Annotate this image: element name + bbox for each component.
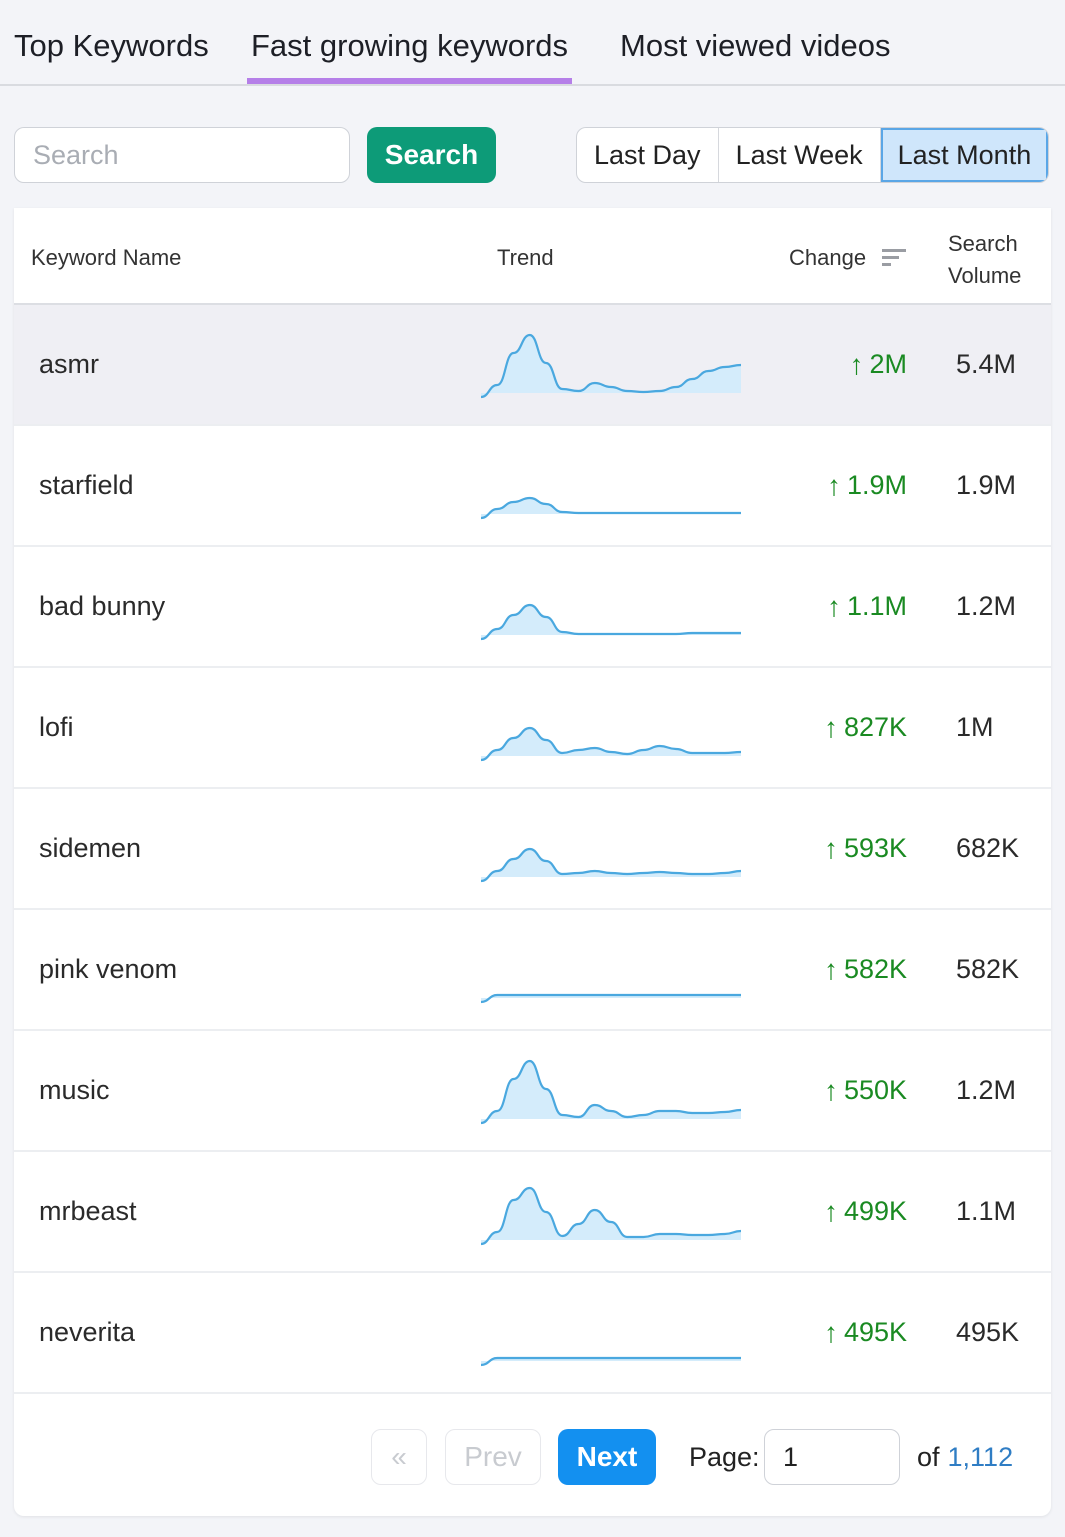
trend-sparkline <box>480 847 742 883</box>
arrow-up-icon: ↑ <box>826 590 841 622</box>
total-pages-link[interactable]: 1,112 <box>947 1441 1014 1472</box>
search-volume: 495K <box>956 1317 1020 1347</box>
change-value: ↑ 495K <box>823 1316 907 1348</box>
search-volume: 1.1M <box>956 1196 1017 1226</box>
arrow-up-icon: ↑ <box>823 1074 838 1106</box>
arrow-up-icon: ↑ <box>823 711 838 743</box>
search-volume: 1.2M <box>956 591 1017 621</box>
search-button[interactable]: Search <box>367 127 496 183</box>
trend-sparkline <box>480 603 741 641</box>
keyword-name[interactable]: asmr <box>39 349 99 379</box>
trend-sparkline <box>480 993 741 1004</box>
keyword-name[interactable]: mrbeast <box>39 1196 137 1226</box>
table-header: Keyword Name Trend Change Search Volume <box>14 208 1051 305</box>
page-number-input[interactable] <box>764 1429 900 1485</box>
search-volume: 5.4M <box>956 349 1017 379</box>
table-row[interactable]: sidemen ↑ 593K 682K <box>14 789 1051 910</box>
search-volume: 582K <box>956 954 1020 984</box>
pagination: « Prev Next Page: of 1,112 <box>14 1395 1051 1516</box>
page-label: Page: <box>689 1441 760 1472</box>
keyword-name[interactable]: bad bunny <box>39 591 166 621</box>
period-last-day[interactable]: Last Day <box>577 128 719 182</box>
search-volume: 682K <box>956 833 1020 863</box>
prev-button[interactable]: Prev <box>445 1429 541 1485</box>
header-trend: Trend <box>497 245 554 270</box>
search-input[interactable] <box>14 127 350 183</box>
arrow-up-icon: ↑ <box>826 469 841 501</box>
table-row[interactable]: neverita ↑ 495K 495K <box>14 1273 1051 1394</box>
keyword-name[interactable]: lofi <box>39 712 74 742</box>
keywords-table: Keyword Name Trend Change Search Volume … <box>14 208 1051 1516</box>
period-last-week[interactable]: Last Week <box>719 128 881 182</box>
trend-sparkline <box>480 1186 742 1246</box>
table-row[interactable]: lofi ↑ 827K 1M <box>14 668 1051 789</box>
trend-sparkline <box>480 726 742 762</box>
change-value: ↑ 550K <box>823 1074 907 1106</box>
tab-top-keywords[interactable]: Top Keywords <box>14 28 209 63</box>
period-filter: Last Day Last Week Last Month <box>576 127 1050 183</box>
tab-fast-growing-keywords[interactable]: Fast growing keywords <box>246 28 573 84</box>
table-row[interactable]: bad bunny ↑ 1.1M 1.2M <box>14 547 1051 668</box>
header-search-volume: Search Volume <box>948 228 1021 292</box>
first-page-button[interactable]: « <box>371 1429 427 1485</box>
keyword-name[interactable]: music <box>39 1075 110 1105</box>
arrow-up-icon: ↑ <box>823 953 838 985</box>
table-row[interactable]: mrbeast ↑ 499K 1.1M <box>14 1152 1051 1273</box>
table-row[interactable]: music ↑ 550K 1.2M <box>14 1031 1051 1152</box>
search-volume: 1.2M <box>956 1075 1017 1105</box>
arrow-up-icon: ↑ <box>823 832 838 864</box>
tab-bar: Top Keywords Fast growing keywords Most … <box>0 0 1065 86</box>
trend-sparkline <box>480 1356 741 1367</box>
keyword-name[interactable]: pink venom <box>39 954 178 984</box>
change-value: ↑ 2M <box>849 348 907 380</box>
header-change-label: Change <box>789 245 867 270</box>
keyword-name[interactable]: neverita <box>39 1317 136 1347</box>
trend-sparkline <box>480 496 741 520</box>
header-volume-line1: Search <box>948 231 1018 256</box>
keyword-name[interactable]: sidemen <box>39 833 142 863</box>
next-button[interactable]: Next <box>558 1429 656 1485</box>
trend-sparkline <box>480 333 742 399</box>
sort-lines-icon[interactable] <box>882 247 907 269</box>
of-label: of <box>917 1441 940 1472</box>
keyword-name[interactable]: starfield <box>39 470 134 500</box>
change-value: ↑ 1.1M <box>826 590 907 622</box>
change-value: ↑ 499K <box>823 1195 907 1227</box>
arrow-up-icon: ↑ <box>823 1316 838 1348</box>
table-row[interactable]: starfield ↑ 1.9M 1.9M <box>14 426 1051 547</box>
change-value: ↑ 593K <box>823 832 907 864</box>
total-pages: of 1,112 <box>917 1429 1013 1485</box>
period-last-month[interactable]: Last Month <box>880 128 1049 182</box>
trend-sparkline <box>480 1059 742 1125</box>
change-value: ↑ 582K <box>823 953 907 985</box>
search-volume: 1.9M <box>956 470 1017 500</box>
header-change[interactable]: Change <box>789 245 907 271</box>
arrow-up-icon: ↑ <box>823 1195 838 1227</box>
header-volume-line2: Volume <box>948 263 1022 288</box>
arrow-up-icon: ↑ <box>849 348 864 380</box>
header-keyword-name: Keyword Name <box>31 245 182 270</box>
double-chevron-left-icon: « <box>391 1441 407 1472</box>
change-value: ↑ 827K <box>823 711 907 743</box>
search-volume: 1M <box>956 712 994 742</box>
table-row[interactable]: pink venom ↑ 582K 582K <box>14 910 1051 1031</box>
tab-most-viewed-videos[interactable]: Most viewed videos <box>620 28 891 63</box>
change-value: ↑ 1.9M <box>826 469 907 501</box>
table-row[interactable]: asmr ↑ 2M 5.4M <box>14 305 1051 426</box>
